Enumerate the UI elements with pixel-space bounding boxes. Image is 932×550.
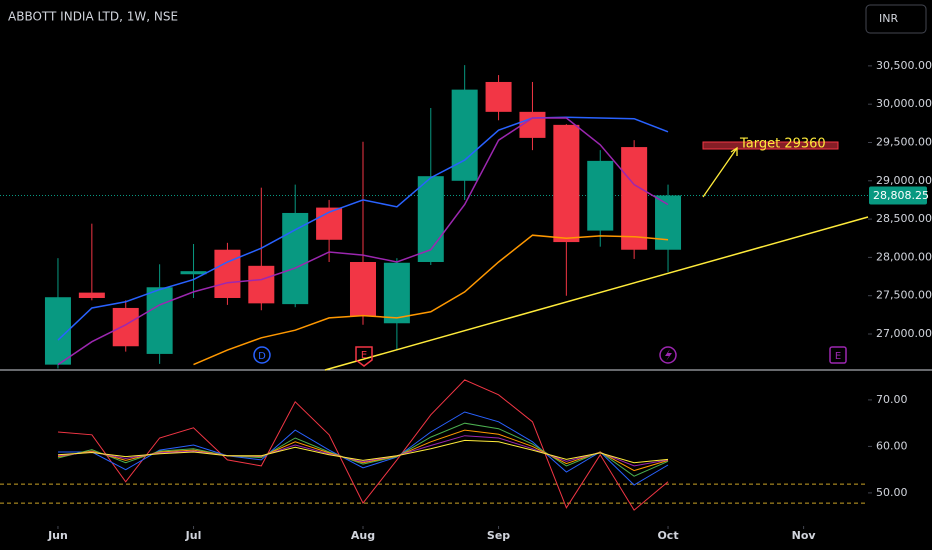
y-tick-label: 50.00	[876, 486, 908, 499]
candle-body	[417, 176, 444, 262]
trend-line	[324, 216, 869, 371]
y-tick-label: 29,000.00	[876, 174, 932, 187]
indicator-line	[57, 379, 669, 511]
earnings-event[interactable]	[355, 346, 373, 367]
y-tick-label: 28,000.00	[876, 250, 932, 263]
dividend-event-label[interactable]: D	[258, 351, 266, 362]
candle-body	[655, 195, 682, 250]
y-tick-label: 60.00	[876, 439, 908, 452]
last-price-box	[869, 186, 927, 205]
candle-body	[214, 249, 241, 298]
future-earnings-label[interactable]: E	[835, 351, 841, 362]
last-price-label: 28,808.25	[873, 189, 929, 202]
indicator-line	[57, 439, 669, 464]
candle-body	[282, 212, 309, 305]
candle-body	[587, 160, 614, 231]
symbol-title: ABBOTT INDIA LTD, 1W, NSE	[8, 10, 178, 24]
candle-body	[519, 111, 546, 138]
candle-body	[485, 81, 512, 112]
split-event[interactable]	[659, 346, 677, 364]
indicator-line	[57, 435, 669, 467]
y-tick-label: 27,500.00	[876, 289, 932, 302]
indicator-line	[57, 422, 669, 477]
candle-body	[112, 307, 139, 347]
y-tick-label: 30,500.00	[876, 59, 932, 72]
future-earnings-event[interactable]	[829, 346, 847, 364]
target-arrow	[702, 146, 738, 198]
split-event-icon[interactable]	[665, 349, 672, 361]
x-tick-label: Oct	[657, 529, 678, 542]
x-tick-label: Aug	[351, 529, 375, 542]
target-zone	[702, 141, 839, 150]
target-annotation: Target 29360	[739, 137, 826, 152]
candle-body	[621, 147, 648, 250]
x-tick-label: Jul	[185, 529, 202, 542]
candle-body	[180, 271, 207, 275]
indicator-line	[57, 117, 669, 366]
candle-body	[383, 262, 410, 324]
indicator-line	[193, 234, 669, 366]
x-tick-label: Sep	[487, 529, 510, 542]
currency-label[interactable]: INR	[879, 12, 898, 25]
indicator-line	[57, 429, 669, 472]
y-tick-label: 27,000.00	[876, 327, 932, 340]
candle-body	[349, 261, 376, 317]
y-tick-label: 28,500.00	[876, 212, 932, 225]
currency-button[interactable]	[865, 4, 927, 34]
candle-body	[248, 265, 275, 304]
y-tick-label: 70.00	[876, 393, 908, 406]
earnings-event-label[interactable]: E	[361, 350, 367, 361]
candle-body	[553, 124, 580, 243]
candle-body	[78, 292, 105, 298]
x-tick-label: Jun	[47, 529, 68, 542]
indicator-line	[57, 116, 669, 341]
indicator-line	[58, 411, 669, 486]
x-tick-label: Nov	[792, 529, 817, 542]
candle-body	[146, 287, 173, 354]
y-tick-label: 29,500.00	[876, 135, 932, 148]
candle-body	[451, 89, 478, 181]
y-tick-label: 30,000.00	[876, 97, 932, 110]
dividend-event[interactable]	[253, 346, 271, 364]
